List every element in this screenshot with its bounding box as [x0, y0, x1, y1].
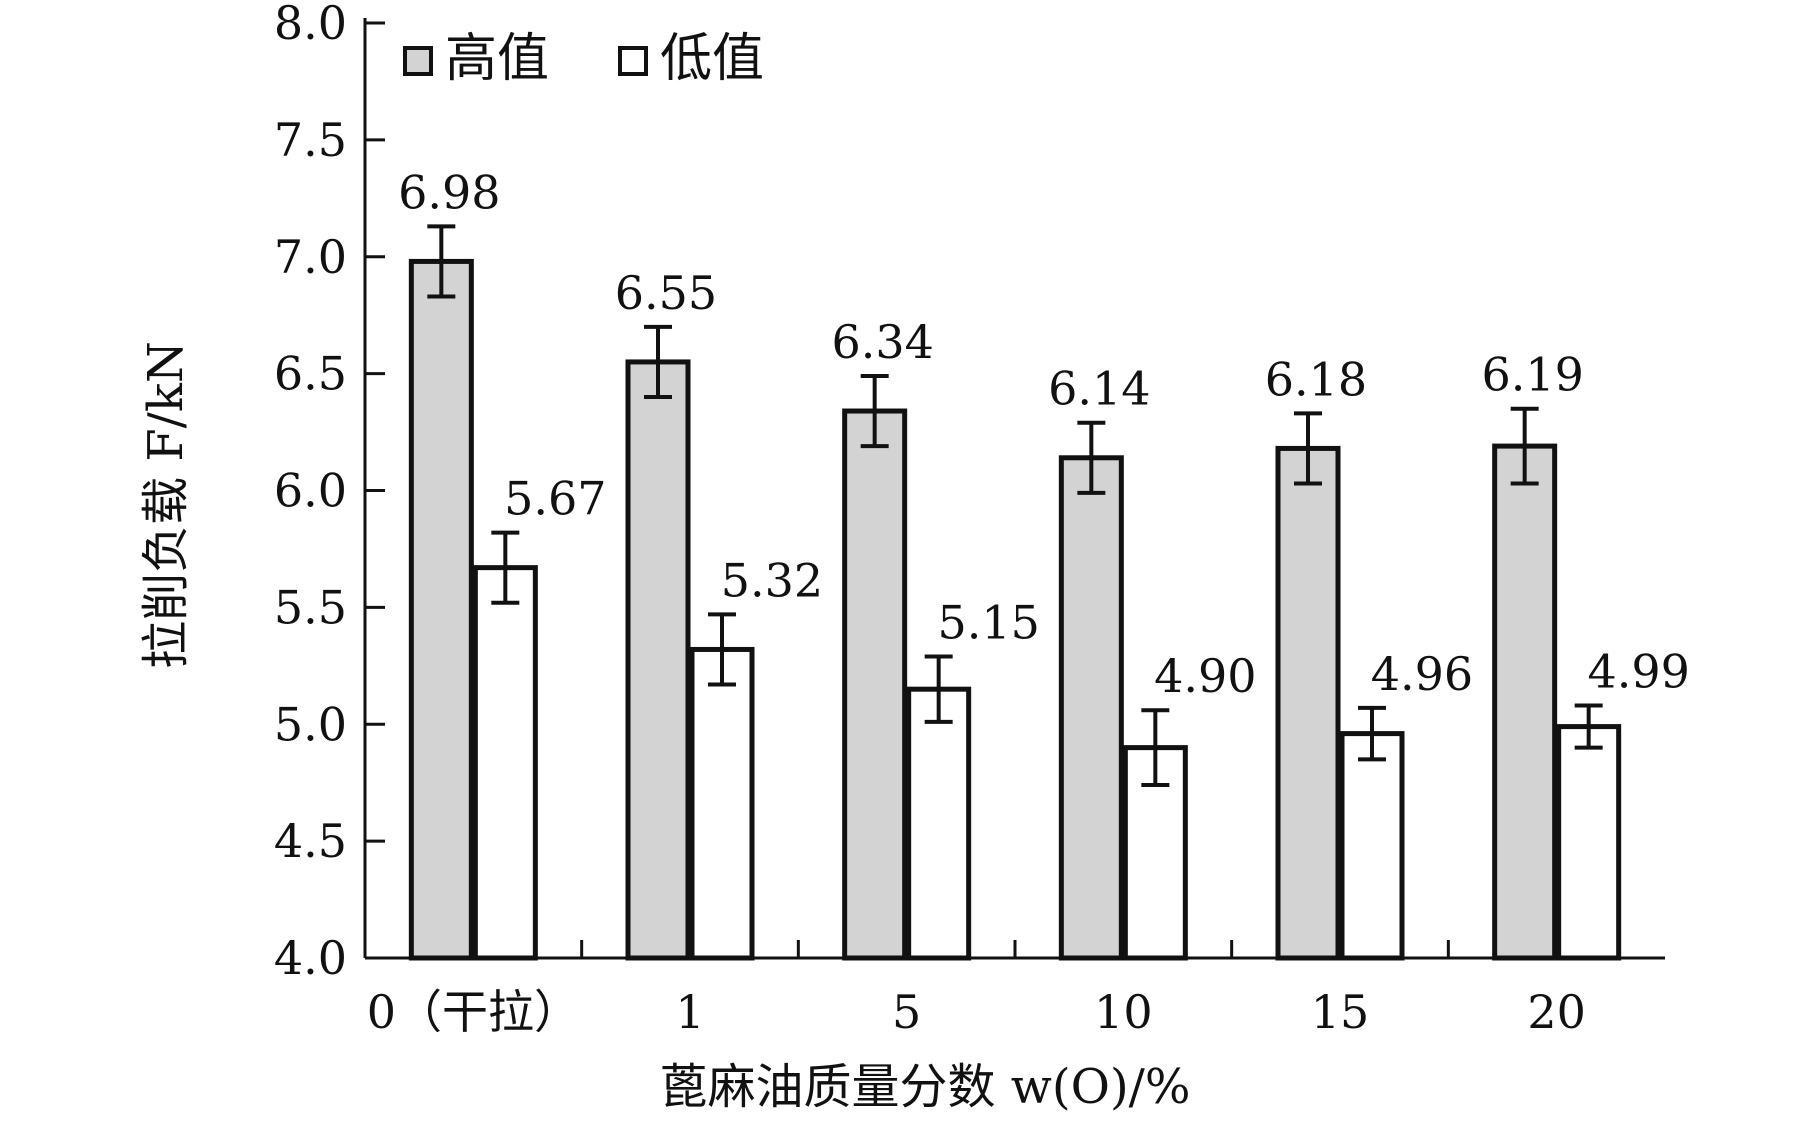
bar: [1556, 724, 1622, 961]
bar: [1275, 445, 1341, 961]
y-tick-label: 4.5: [274, 814, 347, 868]
bar: [842, 408, 908, 961]
x-tick-label: 0（干拉）: [367, 985, 580, 1039]
data-label: 6.18: [1265, 352, 1367, 406]
data-label: 6.34: [831, 315, 933, 369]
data-labels: 6.98 5.67 6.55 5.32 6.34 5.15 6.14 4.90 6.18 4.96…: [398, 165, 1690, 703]
data-label: 6.98: [398, 165, 500, 219]
y-axis-title: 拉削负载 F/kN: [138, 341, 194, 669]
x-tick-label: 1: [675, 985, 704, 1039]
y-tick-label: 4.0: [274, 931, 347, 985]
y-tick-label: 8.0: [274, 0, 347, 50]
x-tick-label: 10: [1094, 985, 1153, 1039]
bar: [906, 686, 972, 961]
bar: [408, 258, 474, 961]
bar: [1058, 455, 1124, 961]
legend-swatch: [403, 46, 433, 76]
data-label: 5.15: [937, 595, 1039, 649]
data-label: 6.14: [1048, 362, 1150, 416]
bars: [408, 224, 1622, 961]
data-label: 6.19: [1481, 348, 1583, 402]
legend-swatch: [618, 46, 648, 76]
data-label: 4.90: [1154, 649, 1256, 703]
x-tick-label: 20: [1527, 985, 1586, 1039]
x-tick-label: 15: [1311, 985, 1370, 1039]
bar: [689, 646, 755, 961]
legend-label: 低值: [660, 29, 764, 89]
y-tick-label: 7.0: [274, 230, 347, 284]
y-tick-label: 6.0: [274, 464, 347, 518]
x-tick-label: 5: [892, 985, 921, 1039]
bar: [1492, 443, 1558, 961]
data-label: 6.55: [615, 266, 717, 320]
data-label: 5.67: [504, 472, 606, 526]
axes: 4.04.55.05.56.06.57.07.58.00（干拉） 1 5 10 15 20: [274, 0, 1665, 1039]
bar: [472, 565, 538, 961]
y-tick-label: 7.5: [274, 113, 347, 167]
data-label: 4.96: [1371, 647, 1473, 701]
legend-label: 高值: [445, 29, 549, 89]
x-axis-title: 蓖麻油质量分数 w(O)/%: [660, 1059, 1191, 1115]
y-tick-label: 5.0: [274, 697, 347, 751]
y-tick-label: 5.5: [274, 580, 347, 634]
legend: 高值 低值: [403, 29, 764, 89]
bar: [625, 359, 691, 961]
data-label: 4.99: [1587, 645, 1689, 699]
bar: [1339, 731, 1405, 961]
y-tick-label: 6.5: [274, 347, 347, 401]
data-label: 5.32: [721, 553, 823, 607]
